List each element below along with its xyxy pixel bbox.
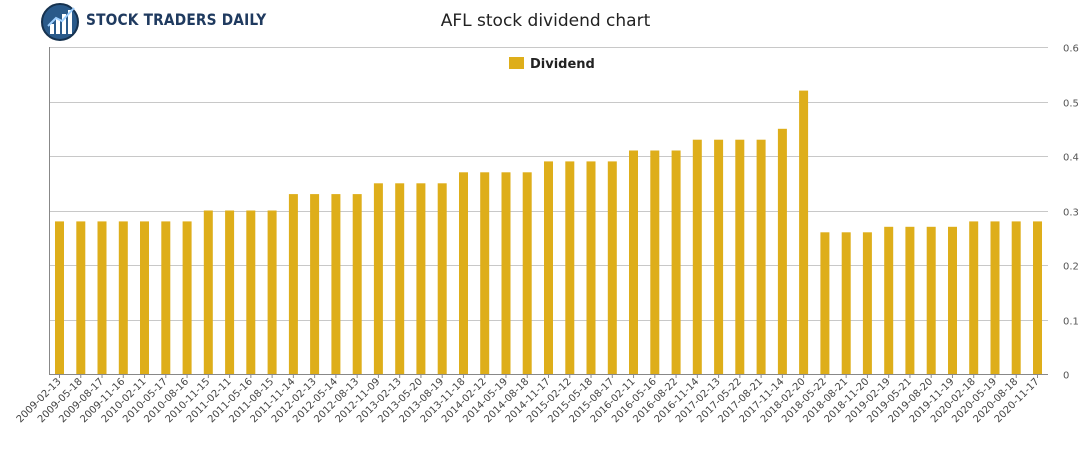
bar-2013-11-18 [459, 172, 468, 374]
bar-2015-05-18 [586, 161, 596, 374]
bar-2019-11-19 [948, 226, 957, 374]
y-tick-label: 0.5 [1063, 99, 1079, 110]
bar-2020-08-18 [1011, 221, 1021, 374]
bar-2011-08-15 [267, 210, 277, 374]
chart-title: AFL stock dividend chart [440, 11, 651, 31]
bar-2012-11-09 [373, 183, 383, 375]
bar-2012-02-13 [310, 194, 320, 374]
bar-2010-08-16 [182, 221, 192, 374]
y-tick-label: 0.3 [1063, 208, 1079, 219]
bar-2016-08-22 [671, 150, 681, 374]
bar-2018-02-20 [799, 90, 809, 374]
bar-2017-11-14 [777, 128, 787, 375]
bar-2015-08-17 [607, 161, 617, 374]
bar-2012-08-13 [352, 194, 362, 374]
y-tick-label: 0.6 [1063, 44, 1079, 55]
bar-2009-02-13 [55, 221, 64, 374]
bar-2013-08-19 [437, 183, 447, 375]
bar-2019-05-21 [905, 226, 915, 374]
brand-name: STOCK TRADERS DAILY [86, 10, 267, 29]
y-tick-label: 0.4 [1063, 153, 1079, 164]
bar-2010-11-15 [203, 210, 213, 374]
bar-2013-02-13 [395, 183, 405, 375]
bar-2019-02-19 [884, 226, 894, 374]
bar-2017-05-22 [735, 139, 745, 374]
bar-2014-08-18 [522, 172, 532, 374]
y-tick-label: 0 [1063, 371, 1069, 382]
bar-2010-05-17 [161, 221, 171, 374]
bar-2020-02-18 [969, 221, 979, 374]
bar-2020-11-17 [1033, 221, 1042, 374]
bar-2013-05-20 [416, 183, 426, 375]
bar-2016-05-16 [650, 150, 660, 374]
y-tick-label: 0.1 [1063, 317, 1079, 328]
bar-2010-02-11 [140, 221, 149, 374]
bar-2012-05-14 [331, 194, 341, 374]
bar-2018-08-21 [841, 232, 851, 374]
bar-2014-02-12 [480, 172, 490, 374]
bar-2018-11-20 [862, 232, 872, 374]
bar-2017-02-13 [714, 139, 724, 374]
bar-2020-05-19 [990, 221, 1000, 374]
bar-2019-08-20 [926, 226, 936, 374]
bar-2017-08-21 [756, 139, 766, 374]
legend-label: Dividend [530, 57, 595, 72]
bar-2016-11-14 [692, 139, 702, 374]
bar-2018-05-22 [820, 232, 830, 374]
bar-2011-11-14 [288, 194, 298, 374]
legend-swatch [509, 57, 524, 69]
bar-2014-11-17 [544, 161, 553, 374]
bar-2015-02-12 [565, 161, 575, 374]
bar-2011-05-16 [246, 210, 256, 374]
bar-2011-02-11 [225, 210, 235, 374]
bar-2009-05-18 [76, 221, 86, 374]
stock-traders-daily-logo [41, 3, 79, 41]
bar-2014-05-19 [501, 172, 511, 374]
y-tick-label: 0.2 [1063, 262, 1079, 273]
bar-2016-02-11 [629, 150, 638, 374]
bar-2009-11-16 [118, 221, 128, 374]
bar-2009-08-17 [97, 221, 107, 374]
